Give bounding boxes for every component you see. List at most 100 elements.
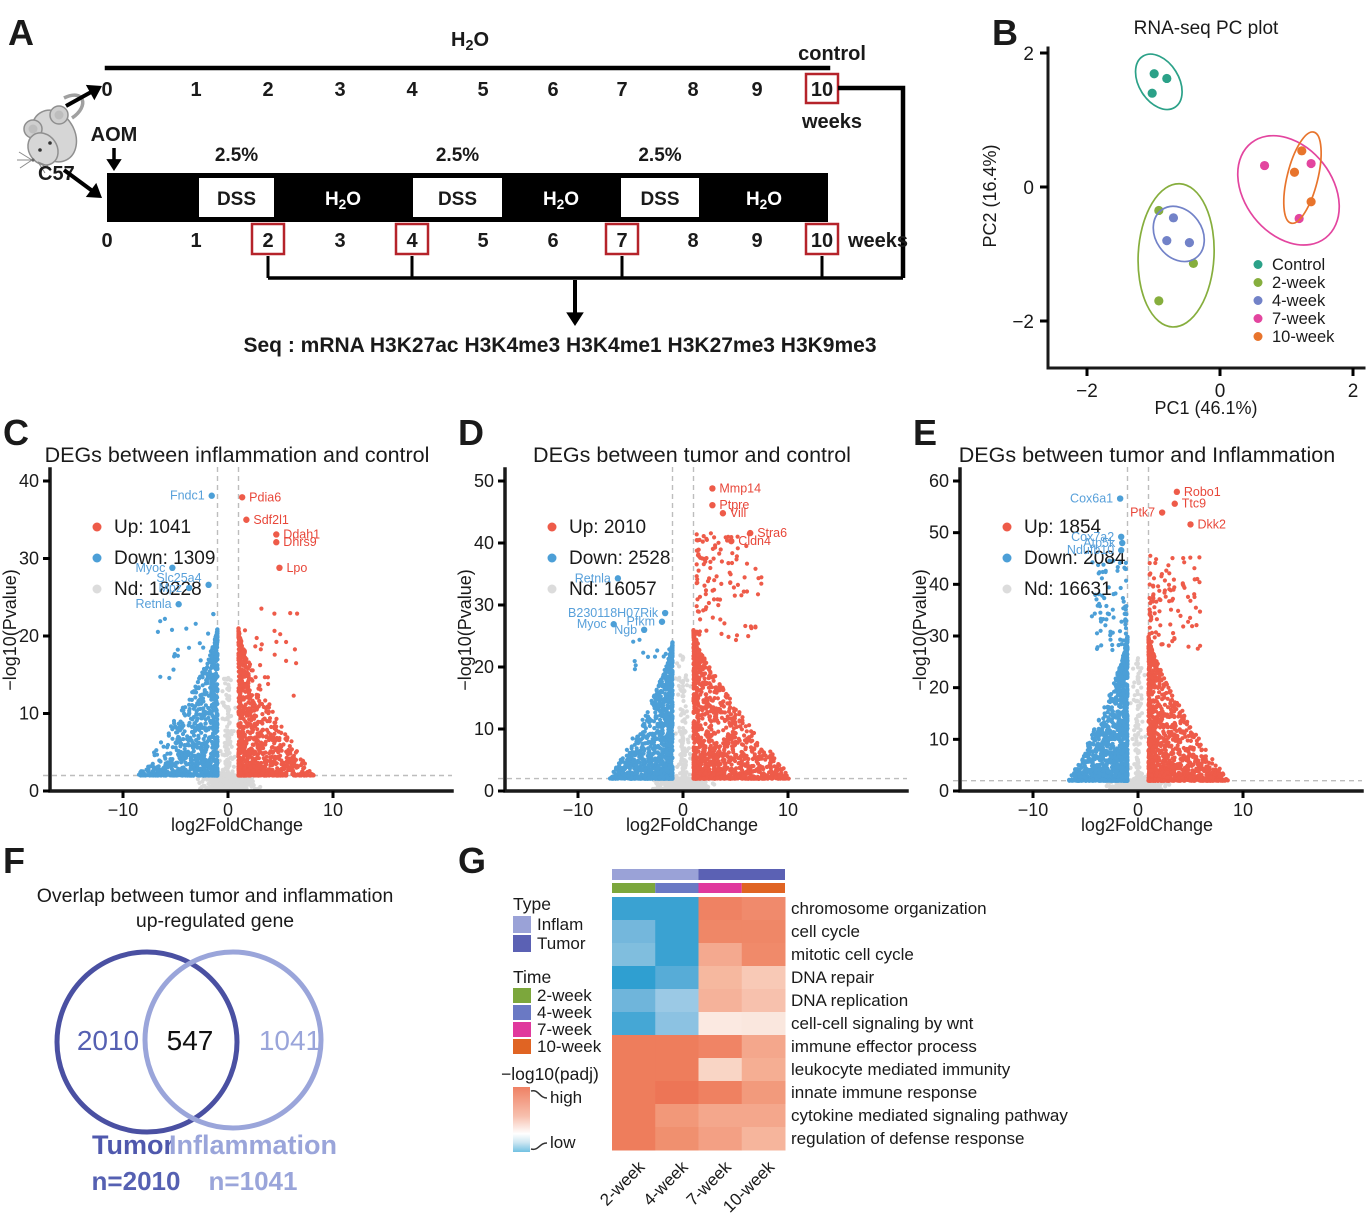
panel-d-label: D (458, 412, 484, 453)
gene-point (719, 510, 727, 517)
legend-label: Up: 1854 (1024, 517, 1102, 538)
venn-count-overlap: 547 (167, 1025, 214, 1056)
top-week-tick: 2 (262, 79, 273, 101)
time-legend-label: 4-week (537, 1003, 592, 1022)
gene-label: Retnla (136, 597, 172, 611)
y-tick-label: 0 (484, 781, 494, 801)
gene-point (1158, 509, 1166, 516)
heatmap-cell (741, 897, 786, 921)
x-tick-label: −10 (108, 800, 139, 820)
x-tick-label: 10 (1233, 800, 1253, 820)
pca-point (1147, 88, 1157, 98)
gene-label: Vill (730, 506, 746, 520)
panel-f-venn-diagram: F Overlap between tumor and inflammation u… (3, 840, 393, 1196)
chart-title: DEGs between tumor and control (533, 443, 851, 467)
heatmap-cell (612, 966, 656, 990)
bar-water-label: H2O (746, 189, 782, 212)
scale-legend-title: −log10(padj) (501, 1064, 599, 1084)
top-week-tick: 10 (811, 79, 833, 101)
legend-label: 7-week (1272, 310, 1326, 328)
bottom-week-tick: 3 (334, 230, 345, 252)
control-label: control (798, 43, 866, 65)
panel-e-label: E (913, 412, 937, 453)
gene-point (661, 609, 669, 617)
y-tick-label: 40 (929, 574, 949, 594)
volcano-legend: Up: 1854 Down: 2084 Nd: 16631 (1002, 517, 1126, 600)
type-legend-title: Type (513, 894, 551, 914)
top-water-label: H2O (451, 29, 489, 54)
top-week-tick: 7 (616, 79, 627, 101)
time-swatch (513, 1022, 531, 1037)
gene-label: Myoc (135, 561, 165, 575)
panel-d-volcano-tumor-vs-control: D DEGs between tumor and control 0 10 20 30 40… (455, 412, 909, 835)
dose-label: 2.5% (436, 145, 479, 166)
y-tick-label: 10 (929, 729, 949, 749)
series-4-week (1152, 205, 1206, 263)
up-points (236, 606, 316, 778)
gene-point (1173, 488, 1181, 496)
aom-label: AOM (91, 124, 138, 146)
x-tick-label: 0 (678, 800, 688, 820)
scale-low-label: low (550, 1133, 576, 1152)
pca-point (1289, 167, 1300, 177)
y-tick-label: −2 (1012, 312, 1034, 333)
top-week-tick: 6 (547, 79, 558, 101)
gene-label: B230118H07Rik (568, 606, 659, 620)
time-legend-label: 2-week (537, 986, 592, 1005)
y-tick-label: 20 (19, 626, 39, 646)
heatmap-cells (612, 897, 786, 1151)
cluster-ellipse (1236, 134, 1341, 246)
volcano-legend: Up: 2010 Down: 2528 Nd: 16057 (547, 517, 670, 600)
venn-circle-tumor (54, 949, 240, 1135)
dss-label: DSS (640, 189, 679, 210)
y-tick-label: 50 (929, 523, 949, 543)
bottom-week-tick: 2 (262, 230, 273, 252)
go-term-label: DNA repair (791, 968, 874, 987)
legend-dot (1002, 553, 1012, 563)
heatmap-cell (655, 920, 699, 944)
x-tick-label: −10 (563, 800, 594, 820)
column-label: 4-week (640, 1157, 693, 1210)
heatmap-cell (698, 1081, 743, 1105)
gene-point (185, 584, 193, 592)
bottom-week-tick: 5 (477, 230, 488, 252)
time-legend-label: 7-week (537, 1020, 592, 1039)
cluster-ellipse (1152, 205, 1206, 263)
bottom-week-tick: 1 (190, 230, 201, 252)
heatmap-cell (612, 1058, 656, 1082)
legend-label: 4-week (1272, 292, 1326, 310)
mouse-strain-label: C57 (38, 163, 75, 185)
gene-point (273, 539, 280, 546)
gene-label: Ndufb10 (1067, 543, 1114, 557)
heatmap-cell (612, 1127, 656, 1151)
gene-label: Cox7a2 (1071, 530, 1114, 544)
gene-point (208, 492, 215, 499)
gene-point (614, 575, 622, 582)
top-week-tick: 9 (751, 79, 762, 101)
legend-label: Down: 2528 (569, 548, 670, 569)
type-legend-label: Inflam (537, 915, 583, 934)
series-7-week (1236, 134, 1341, 246)
padj-gradient-bar (513, 1087, 530, 1152)
pca-point (1297, 146, 1307, 156)
heatmap-cell (698, 1058, 743, 1082)
y-tick-label: 30 (929, 626, 949, 646)
legend-dot (547, 553, 557, 563)
legend-label: Up: 1041 (114, 517, 191, 538)
heatmap-cell (612, 943, 656, 967)
bottom-week-tick: 7 (616, 230, 627, 252)
volcano-legend: Up: 1041 Down: 1309 Nd: 18228 (92, 517, 215, 600)
dss-box (411, 176, 504, 219)
heatmap-cell (698, 1127, 743, 1151)
gene-label: Stra6 (757, 526, 787, 540)
y-tick-label: 30 (19, 549, 39, 569)
seq-assays-label: Seq : mRNA H3K27ac H3K4me3 H3K4me1 H3K27… (243, 334, 876, 357)
sample-box-week4 (394, 222, 430, 256)
gene-point (640, 626, 648, 633)
venn-label-tumor: Tumor (92, 1130, 174, 1160)
